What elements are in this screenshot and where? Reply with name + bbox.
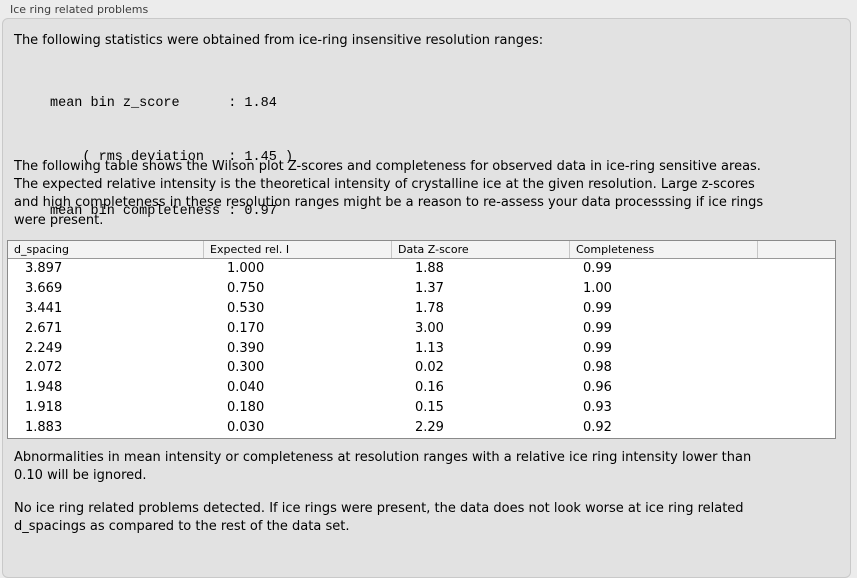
cell-completeness[interactable]: 0.98 — [583, 360, 612, 376]
column-header-completeness: Completeness — [569, 241, 757, 258]
cell-completeness[interactable]: 0.99 — [583, 300, 612, 316]
table-row[interactable]: 1.883 0.030 2.29 0.92 — [8, 418, 835, 438]
conclusion-text: No ice ring related problems detected. I… — [14, 501, 744, 534]
column-header-d-spacing: d_spacing — [14, 243, 69, 256]
cell-completeness[interactable]: 0.92 — [583, 420, 612, 436]
cell-completeness[interactable]: 0.93 — [583, 400, 612, 416]
cell-empty — [757, 319, 835, 339]
table-row[interactable]: 2.072 0.300 0.02 0.98 — [8, 358, 835, 378]
cell-expected-rel[interactable]: 1.000 — [227, 261, 265, 276]
stat-line-z-rms-deviation: ( rms deviation : 1.45 ) — [50, 150, 294, 165]
ice-ring-table[interactable]: d_spacing Expected rel. I Data Z-score C… — [7, 240, 836, 440]
cell-empty — [757, 339, 835, 359]
cell-expected-rel[interactable]: 0.030 — [227, 420, 265, 436]
column-header-expected-rel-i: Expected rel. I — [203, 241, 391, 258]
stat-line-mean-z-score: mean bin z_score : 1.84 — [50, 96, 277, 111]
table-row[interactable]: 2.249 0.390 1.13 0.99 — [8, 339, 835, 359]
cell-z-score[interactable]: 0.15 — [415, 400, 444, 416]
ice-ring-groupbox: The following statistics were obtained f… — [2, 18, 851, 578]
cell-d-spacing[interactable]: 1.883 — [25, 420, 63, 436]
cell-z-score[interactable]: 1.88 — [415, 261, 444, 276]
table-row[interactable]: 2.671 0.170 3.00 0.99 — [8, 319, 835, 339]
table-intro-text: The following table shows the Wilson plo… — [14, 159, 764, 228]
intro-text: The following statistics were obtained f… — [14, 33, 544, 48]
column-header-empty — [757, 241, 835, 258]
cell-z-score[interactable]: 0.16 — [415, 380, 444, 396]
cell-empty — [757, 418, 835, 438]
table-row[interactable]: 1.918 0.180 0.15 0.93 — [8, 398, 835, 418]
cell-z-score[interactable]: 1.78 — [415, 300, 444, 316]
cell-z-score[interactable]: 1.13 — [415, 340, 444, 356]
stat-line-mean-completeness: mean bin completeness : 0.97 — [50, 204, 277, 219]
cell-d-spacing[interactable]: 3.669 — [25, 280, 63, 296]
cell-completeness[interactable]: 0.99 — [583, 261, 612, 276]
cell-empty — [757, 279, 835, 299]
cell-z-score[interactable]: 3.00 — [415, 320, 444, 336]
table-row[interactable]: 1.948 0.040 0.16 0.96 — [8, 378, 835, 398]
cell-empty — [757, 259, 835, 279]
ignore-note-text: Abnormalities in mean intensity or compl… — [14, 450, 752, 483]
panel-title: Ice ring related problems — [10, 3, 149, 16]
cell-expected-rel[interactable]: 0.300 — [227, 360, 265, 376]
cell-expected-rel[interactable]: 0.040 — [227, 380, 265, 396]
cell-z-score[interactable]: 1.37 — [415, 280, 444, 296]
column-header-data-z-score: Data Z-score — [391, 241, 569, 258]
cell-d-spacing[interactable]: 2.671 — [25, 320, 63, 336]
cell-d-spacing[interactable]: 3.441 — [25, 300, 63, 316]
cell-empty — [757, 398, 835, 418]
cell-expected-rel[interactable]: 0.750 — [227, 280, 265, 296]
table-header-row: d_spacing Expected rel. I Data Z-score C… — [8, 241, 835, 259]
cell-completeness[interactable]: 0.99 — [583, 320, 612, 336]
table-row[interactable]: 3.897 1.000 1.88 0.99 — [8, 259, 835, 279]
cell-empty — [757, 299, 835, 319]
cell-z-score[interactable]: 2.29 — [415, 420, 444, 436]
cell-d-spacing[interactable]: 2.072 — [25, 360, 63, 376]
cell-d-spacing[interactable]: 3.897 — [25, 261, 63, 276]
cell-d-spacing[interactable]: 1.948 — [25, 380, 63, 396]
cell-d-spacing[interactable]: 1.918 — [25, 400, 63, 416]
cell-z-score[interactable]: 0.02 — [415, 360, 444, 376]
cell-expected-rel[interactable]: 0.530 — [227, 300, 265, 316]
cell-completeness[interactable]: 0.96 — [583, 380, 612, 396]
cell-expected-rel[interactable]: 0.390 — [227, 340, 265, 356]
cell-completeness[interactable]: 1.00 — [583, 280, 612, 296]
table-row[interactable]: 3.441 0.530 1.78 0.99 — [8, 299, 835, 319]
cell-expected-rel[interactable]: 0.180 — [227, 400, 265, 416]
cell-completeness[interactable]: 0.99 — [583, 340, 612, 356]
cell-empty — [757, 358, 835, 378]
cell-expected-rel[interactable]: 0.170 — [227, 320, 265, 336]
table-row[interactable]: 3.669 0.750 1.37 1.00 — [8, 279, 835, 299]
cell-d-spacing[interactable]: 2.249 — [25, 340, 63, 356]
cell-empty — [757, 378, 835, 398]
